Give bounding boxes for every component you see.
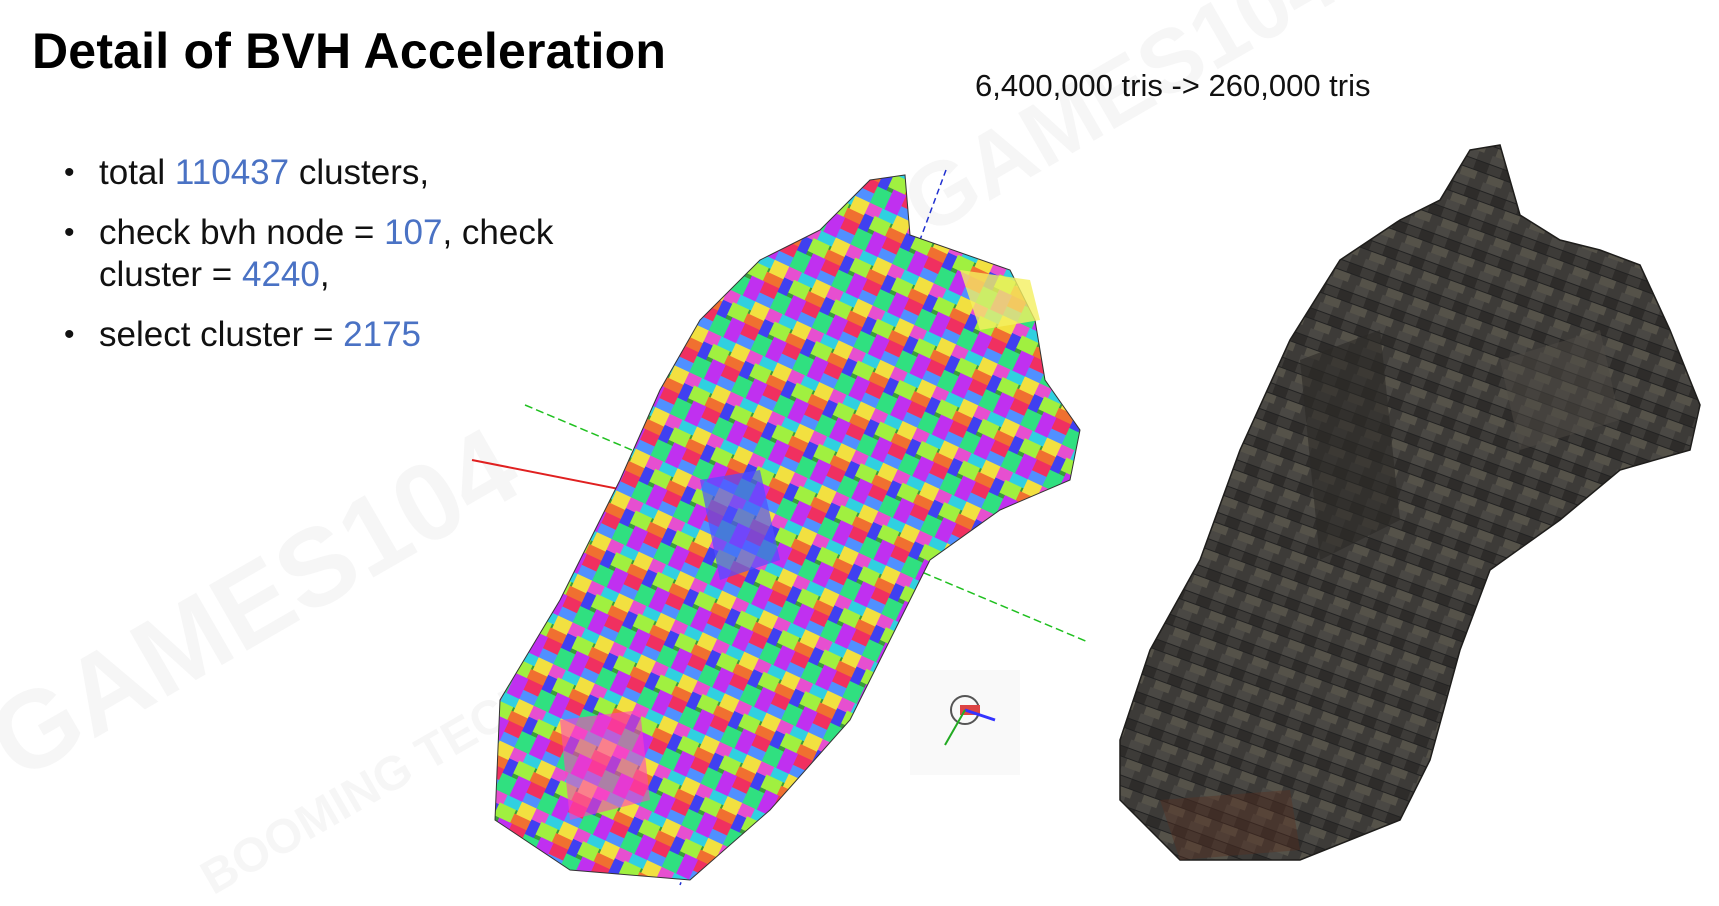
bullet-item: • select cluster = 2175 xyxy=(64,315,422,354)
bullet-dot-icon: • xyxy=(64,216,75,249)
cluster-total-value: 110437 xyxy=(174,153,290,192)
bullet-list: • total 110437 clusters, • check bvh nod… xyxy=(64,152,624,374)
cluster-visualization-model xyxy=(494,174,1081,881)
bullet-dot-icon: • xyxy=(64,318,75,351)
bvh-node-value: 107 xyxy=(384,213,443,252)
triangle-count-caption: 6,400,000 tris -> 260,000 tris xyxy=(975,68,1371,103)
bullet-item: • total 110437 clusters, xyxy=(64,153,430,192)
select-cluster-value: 2175 xyxy=(343,315,422,354)
page-title: Detail of BVH Acceleration xyxy=(32,23,667,79)
textured-stone-model xyxy=(1119,144,1701,861)
bullet-dot-icon: • xyxy=(64,156,75,189)
bullet-item: • check bvh node = 107, check cluster = … xyxy=(64,213,554,294)
check-cluster-value: 4240 xyxy=(241,255,320,294)
axis-gizmo-icon xyxy=(910,670,1020,775)
